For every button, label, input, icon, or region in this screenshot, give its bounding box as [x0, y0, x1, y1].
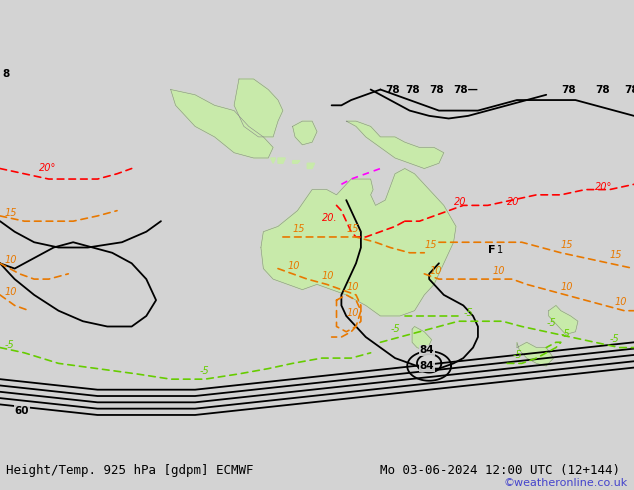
- Text: -5: -5: [561, 329, 571, 339]
- Text: -5: -5: [512, 350, 522, 360]
- Polygon shape: [517, 343, 553, 366]
- Text: 15: 15: [293, 224, 305, 234]
- Text: 10: 10: [493, 266, 505, 276]
- Text: -5: -5: [200, 366, 210, 376]
- Text: Height/Temp. 925 hPa [gdpm] ECMWF: Height/Temp. 925 hPa [gdpm] ECMWF: [6, 465, 254, 477]
- Text: 60: 60: [15, 406, 29, 416]
- Text: 20: 20: [453, 197, 466, 207]
- Polygon shape: [293, 121, 317, 145]
- Text: 10: 10: [288, 261, 301, 270]
- Text: 20°: 20°: [39, 163, 56, 173]
- Text: 10: 10: [322, 271, 334, 281]
- Text: 20.: 20.: [322, 213, 337, 223]
- Text: -5: -5: [5, 340, 15, 349]
- Text: 10: 10: [429, 266, 442, 276]
- Polygon shape: [412, 326, 432, 350]
- Text: 10: 10: [5, 287, 17, 297]
- Text: 10: 10: [5, 255, 17, 265]
- Text: -5: -5: [610, 334, 619, 344]
- Polygon shape: [271, 158, 276, 163]
- Polygon shape: [307, 163, 314, 169]
- Text: 8: 8: [3, 69, 10, 79]
- Polygon shape: [346, 121, 444, 169]
- Polygon shape: [293, 161, 300, 163]
- Text: 20: 20: [507, 197, 520, 207]
- Polygon shape: [171, 90, 273, 158]
- Text: 78: 78: [595, 84, 610, 95]
- Text: 15: 15: [5, 208, 17, 218]
- Text: -5: -5: [547, 318, 556, 328]
- Text: 78: 78: [429, 84, 444, 95]
- Text: 78—: 78—: [453, 84, 479, 95]
- Text: 15: 15: [610, 250, 622, 260]
- Text: 10: 10: [561, 282, 573, 292]
- Text: 10: 10: [346, 282, 359, 292]
- Text: 15.: 15.: [346, 224, 362, 234]
- Text: Mo 03-06-2024 12:00 UTC (12+144): Mo 03-06-2024 12:00 UTC (12+144): [380, 465, 621, 477]
- Text: -5: -5: [390, 324, 400, 334]
- Text: 1: 1: [498, 245, 503, 255]
- Text: 10: 10: [346, 308, 359, 318]
- Text: F: F: [488, 245, 495, 255]
- Polygon shape: [548, 305, 578, 334]
- Text: 78: 78: [385, 84, 400, 95]
- Polygon shape: [278, 158, 285, 163]
- Text: 84: 84: [420, 345, 434, 355]
- Text: 78: 78: [561, 84, 576, 95]
- Text: ©weatheronline.co.uk: ©weatheronline.co.uk: [503, 478, 628, 489]
- Text: 15: 15: [561, 240, 573, 249]
- Text: 78: 78: [624, 84, 634, 95]
- Polygon shape: [234, 79, 283, 137]
- Text: 20°: 20°: [595, 182, 612, 192]
- Text: 10: 10: [614, 297, 627, 307]
- Text: 15: 15: [424, 240, 437, 249]
- Text: -5: -5: [463, 308, 473, 318]
- Polygon shape: [261, 169, 456, 316]
- Text: 78: 78: [404, 84, 420, 95]
- Text: 84: 84: [420, 361, 434, 371]
